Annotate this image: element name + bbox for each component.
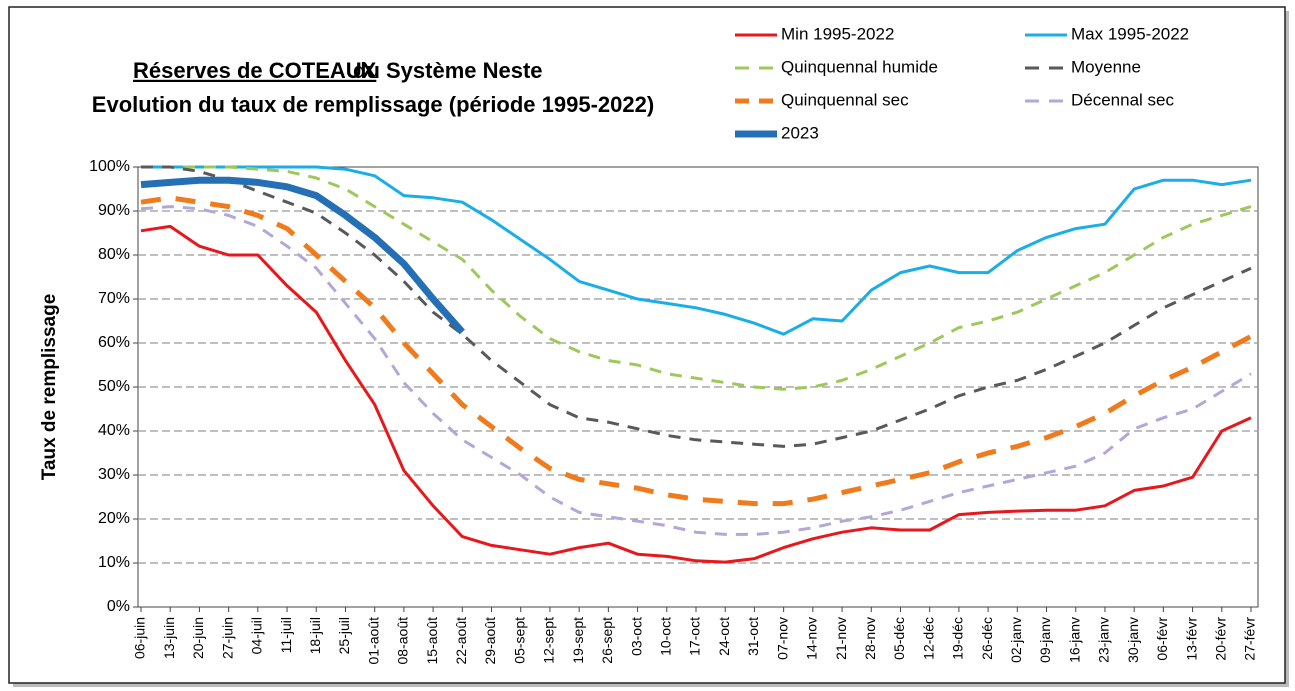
legend-label: Quinquennal sec bbox=[781, 90, 909, 109]
x-tick-label: 26-sept bbox=[599, 617, 615, 664]
x-tick-label: 31-oct bbox=[745, 617, 761, 656]
x-tick-label: 03-oct bbox=[628, 617, 644, 656]
y-tick-label: 40% bbox=[98, 422, 130, 439]
y-tick-label: 90% bbox=[98, 202, 130, 219]
y-tick-label: 80% bbox=[98, 246, 130, 263]
legend-label: Quinquennal humide bbox=[781, 57, 938, 76]
y-tick-label: 50% bbox=[98, 378, 130, 395]
x-tick-label: 01-août bbox=[365, 617, 381, 665]
x-tick-label: 07-nov bbox=[774, 617, 790, 660]
x-tick-label: 26-déc bbox=[979, 617, 995, 660]
legend-label: Décennal sec bbox=[1071, 90, 1175, 109]
series-line bbox=[140, 205, 1252, 536]
x-tick-label: 27-févr bbox=[1242, 617, 1258, 661]
y-tick-label: 0% bbox=[107, 598, 130, 615]
x-tick-label: 19-déc bbox=[950, 617, 966, 660]
x-tick-label: 30-janv bbox=[1125, 617, 1141, 663]
y-tick-label: 70% bbox=[98, 290, 130, 307]
x-tick-label: 04-juil bbox=[249, 617, 265, 654]
x-tick-label: 06-févr bbox=[1154, 617, 1170, 661]
y-tick-label: 10% bbox=[98, 554, 130, 571]
chart-subtitle: Evolution du taux de remplissage (périod… bbox=[92, 92, 654, 117]
x-tick-label: 05-déc bbox=[891, 617, 907, 660]
legend-label: 2023 bbox=[781, 123, 819, 142]
legend-label: Moyenne bbox=[1071, 57, 1141, 76]
x-tick-label: 10-oct bbox=[657, 617, 673, 656]
x-tick-label: 08-août bbox=[395, 617, 411, 665]
x-tick-label: 20-févr bbox=[1212, 617, 1228, 661]
x-tick-label: 28-nov bbox=[862, 617, 878, 660]
x-tick-label: 13-juin bbox=[161, 617, 177, 659]
x-tick-label: 05-sept bbox=[511, 617, 527, 664]
x-tick-label: 16-janv bbox=[1066, 617, 1082, 663]
x-tick-label: 22-août bbox=[453, 617, 469, 665]
x-tick-label: 09-janv bbox=[1037, 617, 1053, 663]
x-tick-label: 24-oct bbox=[716, 617, 732, 656]
x-tick-label: 29-août bbox=[482, 617, 498, 665]
x-tick-label: 11-juil bbox=[278, 617, 294, 653]
x-tick-label: 27-juin bbox=[219, 617, 235, 659]
x-tick-label: 20-juin bbox=[190, 617, 206, 659]
x-tick-label: 15-août bbox=[424, 617, 440, 665]
series-line bbox=[141, 165, 1252, 448]
x-tick-label: 13-févr bbox=[1183, 617, 1199, 661]
x-tick-label: 19-sept bbox=[570, 617, 586, 664]
x-tick-label: 02-janv bbox=[1008, 617, 1024, 663]
x-tick-label: 06-juin bbox=[132, 617, 148, 659]
x-tick-label: 25-juil bbox=[336, 617, 352, 654]
x-tick-label: 23-janv bbox=[1096, 617, 1112, 663]
series-line bbox=[141, 165, 1252, 336]
legend-label: Min 1995-2022 bbox=[781, 24, 894, 43]
legend-label: Max 1995-2022 bbox=[1071, 24, 1189, 43]
x-tick-label: 17-oct bbox=[687, 617, 703, 656]
x-tick-label: 18-juil bbox=[307, 617, 323, 654]
x-tick-label: 12-sept bbox=[541, 617, 557, 664]
chart-title: Réserves de COTEAUX bbox=[133, 58, 377, 83]
y-axis-label: Taux de remplissage bbox=[39, 294, 60, 481]
x-tick-label: 12-déc bbox=[920, 617, 936, 660]
series-line bbox=[140, 176, 465, 335]
y-tick-label: 20% bbox=[98, 510, 130, 527]
series-line bbox=[141, 165, 1252, 391]
series-line bbox=[140, 224, 1252, 564]
y-tick-label: 100% bbox=[89, 158, 130, 175]
y-tick-label: 30% bbox=[98, 466, 130, 483]
x-tick-label: 14-nov bbox=[804, 617, 820, 660]
x-tick-label: 21-nov bbox=[833, 617, 849, 660]
y-tick-label: 60% bbox=[98, 334, 130, 351]
chart-title: du Système Neste bbox=[353, 58, 543, 83]
